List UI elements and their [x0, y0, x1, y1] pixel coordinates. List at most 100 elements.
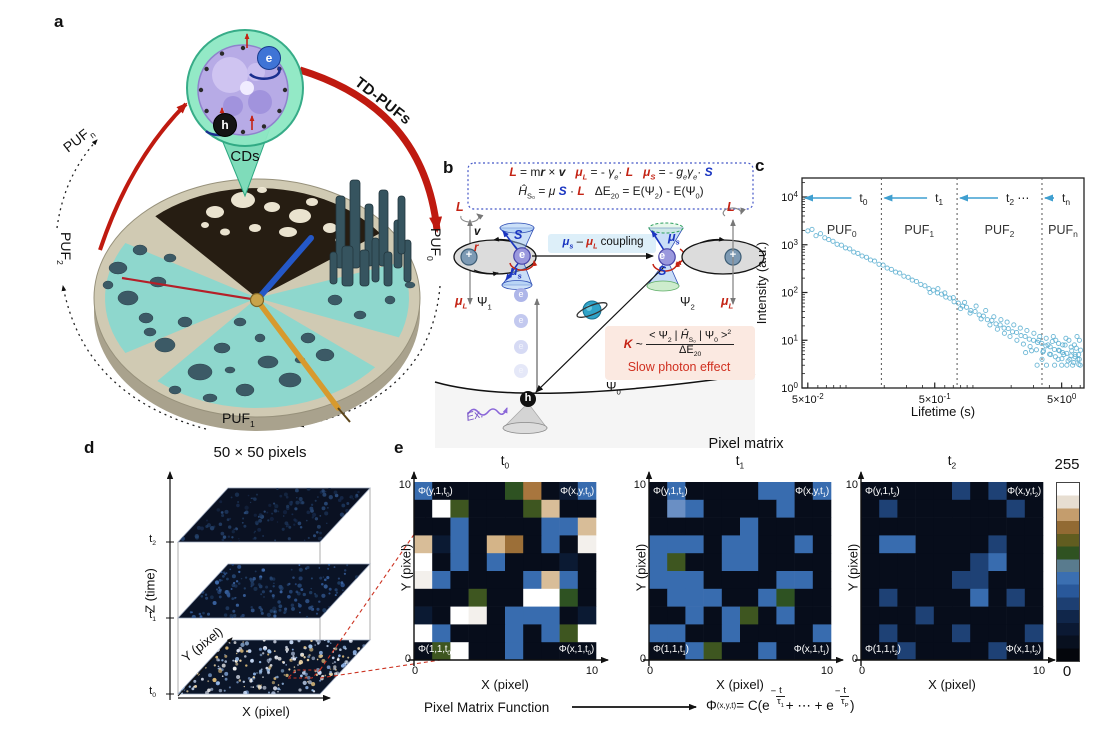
- angular-momentum-left-label: L: [456, 200, 464, 214]
- hm1-corner-br: Φ(x,1,t1): [793, 644, 829, 657]
- panel-e-label: e: [394, 438, 404, 457]
- hm2-y-label: Y (pixel): [845, 543, 861, 592]
- svg-text:10: 10: [846, 479, 858, 491]
- spin-right-label: S: [658, 264, 667, 278]
- hm0-y-label: Y (pixel): [398, 543, 414, 592]
- hole-letter: h: [524, 392, 532, 404]
- nucleus-right-plus: +: [729, 249, 737, 261]
- tau-p: τ: [840, 696, 845, 708]
- panel-a-label: a: [54, 12, 64, 31]
- velocity-label: v: [474, 226, 481, 238]
- psi-0-label: Ψ0: [606, 380, 621, 397]
- hm1-corner-bl: Φ(1,1,t1): [653, 644, 689, 657]
- tau-1-sub: 1: [780, 703, 784, 710]
- svg-text:0: 0: [647, 665, 653, 677]
- hm2-corner-br: Φ(x,1,t2): [1005, 644, 1041, 657]
- chain-e-1: e: [518, 289, 524, 299]
- k-numerator: < Ψ2 | ĤS₀ | Ψ0 >2: [646, 329, 735, 346]
- colorbar: [1056, 482, 1080, 662]
- mu-L-right-label: μL: [721, 294, 734, 311]
- formula-mid: + ⋯ + e: [785, 697, 834, 713]
- hm1-corner-tl: Φ(y,1,t1): [653, 486, 688, 499]
- colorbar-min-label: 0: [1062, 663, 1072, 680]
- panel-c-label: c: [755, 156, 765, 175]
- pixel-matrix-function-formula: Φ (x,y,t) = C(e − t τ1 + ⋯ + e − t τP): [706, 685, 855, 718]
- k-fraction: < Ψ2 | ĤS₀ | Ψ0 >2 ΔE20: [646, 329, 735, 359]
- equation-line-2: ĤS₀ = μ S · L ΔE20 = E(Ψ2) - E(Ψ0): [518, 184, 704, 201]
- hm2-x-label: X (pixel): [928, 677, 976, 692]
- minus-sign: −: [770, 686, 777, 697]
- z-tick-t1: t1: [149, 609, 156, 624]
- exp2-denominator: τP: [840, 696, 849, 710]
- heatmap-t2-title: t2: [947, 453, 957, 471]
- electron-badge: e: [257, 46, 281, 70]
- minus-sign-2: −: [834, 686, 841, 697]
- pixel-matrix-header: Pixel matrix: [708, 436, 784, 452]
- formula-phi: Φ: [706, 698, 717, 714]
- exp1-numerator: t: [776, 685, 785, 698]
- hm1-corner-tr: Φ(x,y,t1): [795, 486, 829, 499]
- hm0-corner-tl: Φ(y,1,t0): [418, 486, 453, 499]
- formula-close: ): [850, 698, 855, 714]
- hm0-corner-tr: Φ(x,y,t0): [560, 486, 594, 499]
- svg-text:0: 0: [859, 665, 865, 677]
- svg-text:10: 10: [399, 479, 411, 491]
- hm0-corner-bl: Φ(1,1,t0): [418, 644, 454, 657]
- svg-text:10: 10: [586, 665, 598, 677]
- function-arrow-icon: [572, 703, 697, 711]
- hole-label: h: [221, 118, 229, 132]
- exp1-denominator: τ1: [776, 696, 784, 710]
- chain-e-3: e: [518, 341, 524, 351]
- hole-badge: h: [213, 113, 237, 137]
- exp2-numerator: t: [840, 685, 850, 698]
- svg-text:10: 10: [634, 479, 646, 491]
- hm1-x-label: X (pixel): [716, 677, 764, 692]
- colorbar-max-label: 255: [1054, 456, 1080, 473]
- formula-eq: = C(e: [736, 698, 770, 714]
- electron-label: e: [265, 51, 273, 65]
- mu-right-label: μs: [668, 230, 680, 247]
- chain-e-4: e: [518, 365, 524, 375]
- spin-left-label: S: [514, 228, 523, 242]
- hm1-y-label: Y (pixel): [633, 543, 649, 592]
- cds-label: CDs: [230, 148, 260, 165]
- hm0-x-label: X (pixel): [481, 677, 529, 692]
- svg-text:10: 10: [821, 665, 833, 677]
- equation-line-1: L = mr × v μL = - γe· L μS = - geγe· S: [509, 165, 713, 182]
- svg-text:0: 0: [640, 653, 646, 665]
- tau-p-sub: P: [844, 703, 849, 710]
- nucleus-left-plus: +: [465, 249, 473, 261]
- chain-e-2: e: [518, 315, 524, 325]
- formula-phi-sub: (x,y,t): [716, 701, 737, 711]
- pixel-matrix-function-label: Pixel Matrix Function: [424, 700, 550, 715]
- svg-text:0: 0: [412, 665, 418, 677]
- tau-1: τ: [776, 696, 781, 708]
- coupling-label: μs – μL coupling: [562, 236, 644, 251]
- hm2-corner-tl: Φ(y,1,t2): [865, 486, 900, 499]
- mu-L-left-label: μL: [455, 294, 468, 311]
- stack-title: 50 × 50 pixels: [213, 444, 307, 461]
- electron-right-letter: e: [658, 250, 666, 262]
- psi-2-label: Ψ2: [680, 295, 695, 312]
- hm0-corner-br: Φ(x,1,t0): [558, 644, 594, 657]
- k-prefix: K ~: [623, 336, 647, 351]
- mu-s-left-label: μs: [510, 264, 522, 281]
- hm2-corner-tr: Φ(x,y,t2): [1007, 486, 1041, 499]
- k-denominator: ΔE20: [679, 344, 702, 359]
- radius-label: r: [474, 242, 479, 254]
- svg-text:0: 0: [405, 653, 411, 665]
- z-tick-t0: t0: [149, 685, 156, 700]
- heatmap-t0-title: t0: [500, 453, 510, 471]
- angular-momentum-right-label: L: [727, 200, 735, 214]
- z-tick-t2: t2: [149, 533, 156, 548]
- panel-d-label: d: [84, 438, 95, 457]
- formula-exp-1: − t τ1: [770, 685, 785, 710]
- hm2-corner-bl: Φ(1,1,t2): [865, 644, 901, 657]
- heatmap-t1-title: t1: [735, 453, 745, 471]
- electron-left-letter: e: [518, 249, 526, 261]
- formula-exp-2: − t τP: [834, 685, 850, 710]
- panel-b-label: b: [443, 158, 454, 177]
- svg-text:0: 0: [852, 653, 858, 665]
